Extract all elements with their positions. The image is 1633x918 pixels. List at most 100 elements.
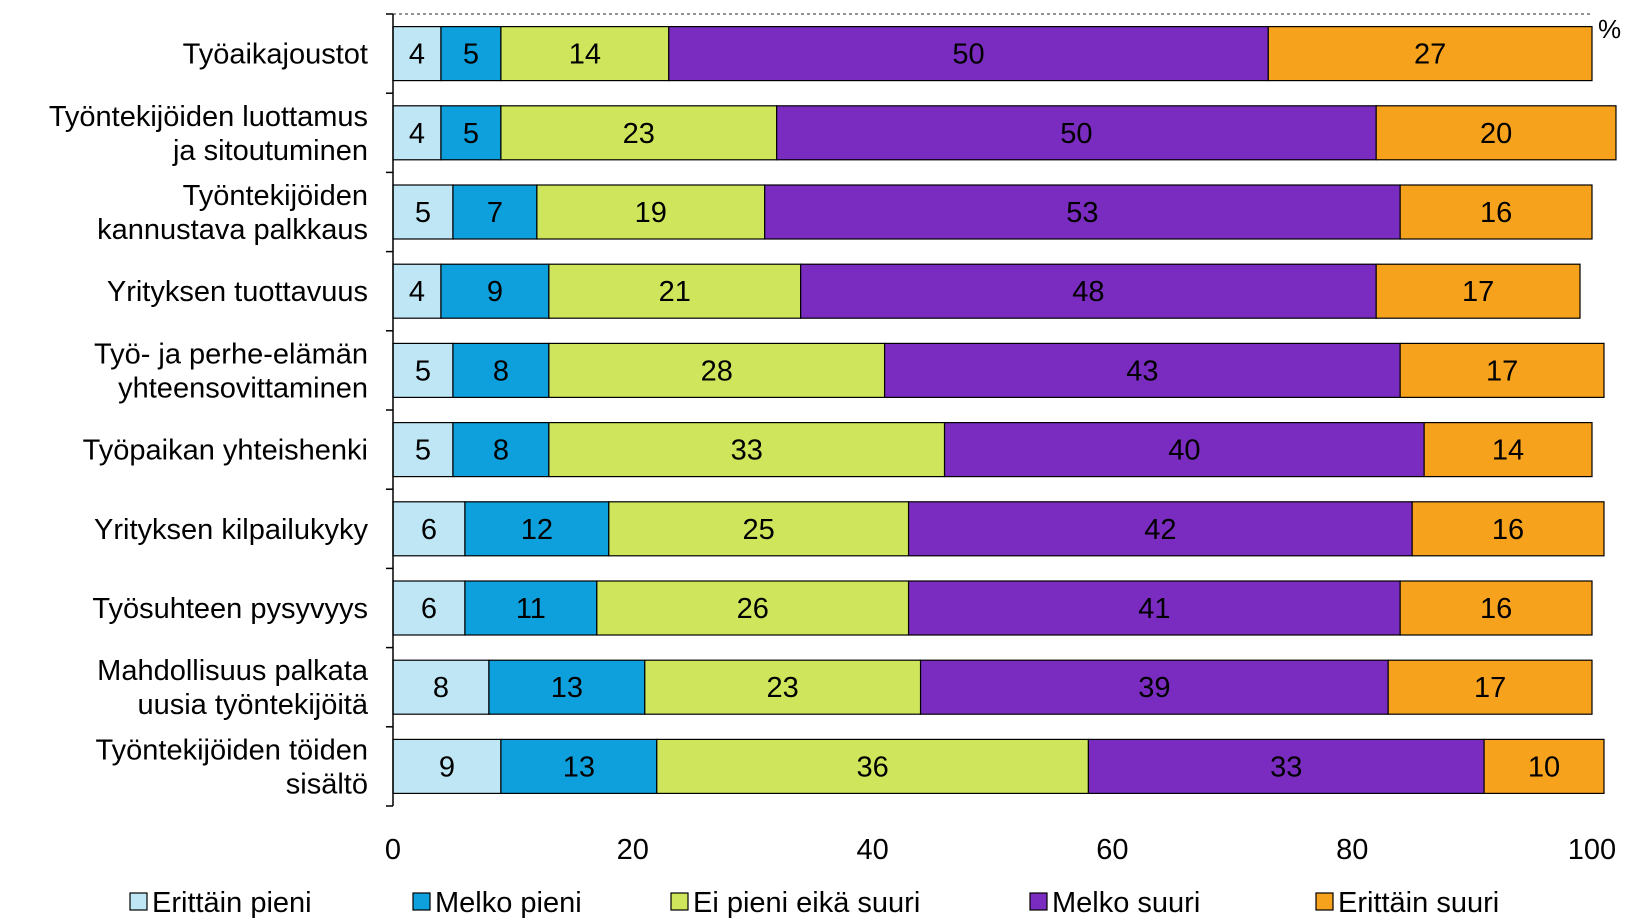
- data-label: 16: [1480, 197, 1512, 229]
- legend-label: Melko suuri: [1052, 887, 1200, 918]
- bar-segment: [943, 422, 1425, 478]
- bar-segment: [464, 501, 610, 557]
- bar-segment: [1375, 263, 1581, 319]
- legend-label: Ei pieni eikä suuri: [693, 887, 920, 918]
- bar-segment: [656, 738, 1090, 795]
- bar-segment: [548, 263, 802, 319]
- bar-segment: [440, 26, 502, 82]
- bar-segment: [1267, 26, 1593, 82]
- data-label: 4: [409, 39, 425, 71]
- bar-segment: [452, 422, 550, 478]
- x-tick-label: 100: [1568, 834, 1616, 866]
- legend-swatch: [1029, 892, 1048, 911]
- data-label: 17: [1462, 276, 1494, 308]
- data-label: 8: [433, 672, 449, 704]
- data-label: 23: [623, 118, 655, 150]
- bar-segment: [1483, 738, 1605, 795]
- category-label: Työ- ja perhe-elämän: [94, 338, 368, 370]
- data-label: 25: [743, 514, 775, 546]
- data-label: 5: [415, 197, 431, 229]
- category-label: yhteensovittaminen: [118, 372, 368, 404]
- data-label: 9: [439, 751, 455, 783]
- bar-segment: [500, 105, 778, 161]
- bar-segment: [392, 738, 502, 795]
- data-label: 17: [1474, 672, 1506, 704]
- data-label: 42: [1144, 514, 1176, 546]
- data-label: 8: [493, 435, 509, 467]
- legend-swatch: [129, 892, 148, 911]
- data-label: 33: [1270, 751, 1302, 783]
- data-label: 14: [1492, 435, 1524, 467]
- data-label: 12: [521, 514, 553, 546]
- category-label: Työntekijöiden luottamus: [49, 101, 368, 133]
- data-label: 20: [1480, 118, 1512, 150]
- data-label: 50: [952, 39, 984, 71]
- data-label: 13: [563, 751, 595, 783]
- bar-segment: [907, 501, 1413, 557]
- legend-label: Melko pieni: [435, 887, 582, 918]
- category-label: Työntekijöiden: [183, 180, 368, 212]
- bar-segment: [392, 659, 490, 715]
- category-label: Työntekijöiden töiden: [96, 734, 368, 766]
- data-label: 11: [516, 593, 546, 625]
- data-label: 17: [1486, 355, 1518, 387]
- bar-segment: [464, 580, 598, 636]
- category-label: Työpaikan yhteishenki: [83, 435, 368, 467]
- data-label: 43: [1126, 355, 1158, 387]
- category-label: kannustava palkkaus: [97, 214, 368, 246]
- bar-segment: [440, 263, 550, 319]
- bar-segment: [548, 422, 946, 478]
- legend-label: Erittäin suuri: [1338, 887, 1499, 918]
- bar-segment: [800, 263, 1377, 319]
- bar-segment: [1399, 184, 1593, 240]
- bar-segment: [392, 26, 442, 82]
- data-label: 16: [1492, 514, 1524, 546]
- data-label: 39: [1138, 672, 1170, 704]
- y-axis: Työaikajoustot Työntekijöiden luottamusja…: [49, 13, 394, 807]
- bar-segment: [452, 184, 538, 240]
- data-label: 6: [421, 514, 437, 546]
- data-label: 13: [551, 672, 583, 704]
- legend-label: Erittäin pieni: [152, 887, 312, 918]
- bar-segment: [883, 342, 1401, 398]
- bar-segment: [500, 738, 658, 795]
- data-label: 4: [409, 276, 425, 308]
- category-label: sisältö: [286, 768, 368, 800]
- bar-segment: [1423, 422, 1593, 478]
- category-label: Yrityksen kilpailukyky: [94, 514, 368, 546]
- bar-segment: [392, 580, 466, 636]
- plot-area: 4 5 14 50 27 4 5 23 50 20 5 7 19 53 16 4 9 21 48 17 5 8 28 43 17…: [392, 13, 1617, 795]
- x-tick-label: 0: [385, 834, 401, 866]
- bar-segment: [668, 26, 1269, 82]
- data-label: 5: [463, 39, 479, 71]
- data-label: 16: [1480, 593, 1512, 625]
- data-label: 36: [856, 751, 888, 783]
- data-label: 53: [1066, 197, 1098, 229]
- data-label: 48: [1072, 276, 1104, 308]
- bar-segment: [596, 580, 910, 636]
- legend-swatch: [670, 892, 689, 911]
- legend: Erittäin pieni Melko pieni Ei pieni eikä s…: [129, 887, 1499, 918]
- category-label: Työsuhteen pysyvyys: [92, 593, 368, 625]
- data-label: 19: [635, 197, 667, 229]
- data-label: 9: [487, 276, 503, 308]
- x-tick-label: 60: [1096, 834, 1128, 866]
- bar-segment: [1087, 738, 1485, 795]
- data-label: 27: [1414, 39, 1446, 71]
- data-label: 7: [487, 197, 503, 229]
- bar-segment: [392, 105, 442, 161]
- bar-segment: [1387, 659, 1593, 715]
- data-label: 23: [767, 672, 799, 704]
- bar-segment: [1375, 105, 1617, 161]
- legend-swatch: [1315, 892, 1334, 911]
- category-label: Työaikajoustot: [183, 39, 368, 71]
- data-label: 5: [415, 355, 431, 387]
- bar-segment: [1399, 342, 1605, 398]
- x-tick-label: 80: [1336, 834, 1368, 866]
- bar-segment: [1399, 580, 1593, 636]
- bar-segment: [608, 501, 910, 557]
- category-label: uusia työntekijöitä: [137, 689, 368, 721]
- data-label: 33: [731, 435, 763, 467]
- unit-label: %: [1598, 14, 1621, 44]
